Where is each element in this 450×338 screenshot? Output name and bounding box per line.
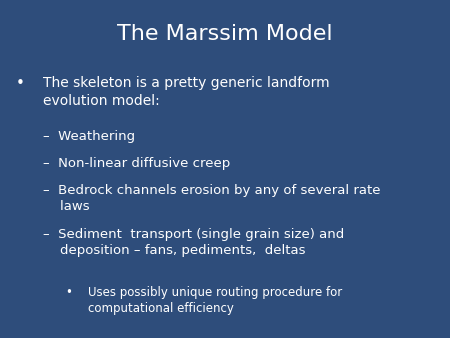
Text: The Marssim Model: The Marssim Model [117,24,333,44]
Text: –  Sediment  transport (single grain size) and
    deposition – fans, pediments,: – Sediment transport (single grain size)… [43,228,344,257]
Text: The skeleton is a pretty generic landform
evolution model:: The skeleton is a pretty generic landfor… [43,76,329,108]
Text: –  Non-linear diffusive creep: – Non-linear diffusive creep [43,157,230,170]
Text: Uses possibly unique routing procedure for
computational efficiency: Uses possibly unique routing procedure f… [88,286,342,315]
Text: •: • [65,286,72,298]
Text: –  Weathering: – Weathering [43,130,135,143]
Text: –  Bedrock channels erosion by any of several rate
    laws: – Bedrock channels erosion by any of sev… [43,184,380,213]
Text: •: • [16,76,25,91]
